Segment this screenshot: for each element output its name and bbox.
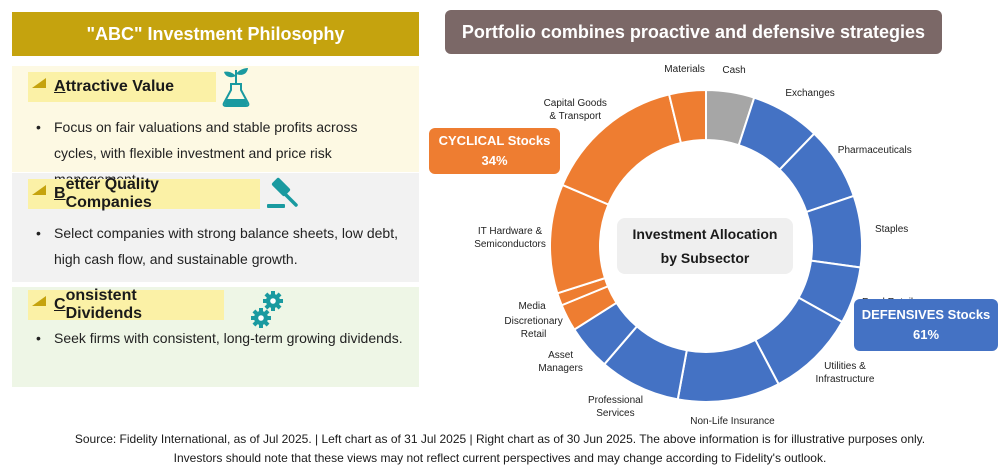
slice-label-it-hardware-semiconductors: IT Hardware & Semiconductors <box>474 225 546 250</box>
tag-corner-icon <box>32 296 46 306</box>
tag-corner-icon <box>32 78 46 88</box>
slice-label-utilities-infrastructure: Utilities & Infrastructure <box>815 361 875 386</box>
source-footnote: Source: Fidelity International, as of Ju… <box>74 432 926 465</box>
defensive-stocks-callout: DEFENSIVES Stocks 61% <box>854 299 998 351</box>
slice-label-pharmaceuticals: Pharmaceuticals <box>837 145 912 157</box>
cyclical-stocks-callout: CYCLICAL Stocks 34% <box>429 128 560 174</box>
tag-corner-icon <box>32 185 46 195</box>
better-quality-bullet: • Select companies with strong balance sh… <box>36 225 398 267</box>
gavel-icon <box>267 177 298 208</box>
left-panel-title: "ABC" Investment Philosophy <box>12 12 419 56</box>
consistent-dividends-bullet: • Seek firms with consistent, long-term g… <box>36 330 403 346</box>
plant-flask-icon <box>222 68 250 107</box>
slice-label-non-life-insurance: Non-Life Insurance <box>690 416 775 428</box>
slice-label-cash: Cash <box>722 64 746 76</box>
slice-label-staples: Staples <box>874 223 909 235</box>
slice-label-exchanges: Exchanges <box>785 87 835 99</box>
donut-center-label: Investment Allocation by Subsector <box>617 218 793 274</box>
gears-icon <box>251 291 283 328</box>
slice-label-materials: Materials <box>664 63 705 75</box>
slice-label-professional-services: Professional Services <box>587 394 643 419</box>
slice-label-media: Media <box>518 301 546 313</box>
slice-label-asset-managers: Asset Managers <box>538 350 583 375</box>
slice-label-discretionary-retail: Discretionary Retail <box>504 315 563 340</box>
donut-slice-materials <box>667 88 707 145</box>
right-panel-title: Portfolio combines proactive and defensi… <box>445 10 942 54</box>
slice-label-capital-goods-transport: Capital Goods & Transport <box>543 98 607 123</box>
